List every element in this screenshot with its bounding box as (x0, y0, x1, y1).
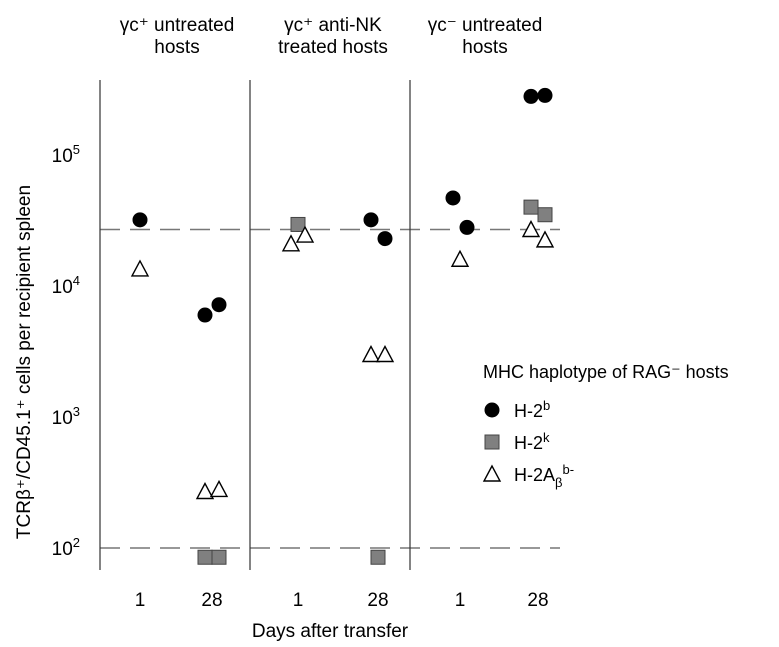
data-point-circle (377, 231, 393, 247)
data-point-triangle (195, 482, 215, 500)
data-point-square (537, 207, 553, 223)
y-tick-label: 104 (52, 273, 80, 298)
legend-title: MHC haplotype of RAG⁻ hosts (483, 362, 729, 382)
x-tick-label: 1 (293, 590, 304, 611)
data-point-triangle (130, 259, 150, 277)
x-tick-label: 1 (135, 590, 146, 611)
y-tick-label: 102 (52, 535, 80, 560)
data-point-square (523, 199, 539, 215)
legend-marker-square (484, 434, 500, 450)
panel-title: γc⁻ untreated (428, 15, 543, 36)
data-point-circle (132, 212, 148, 228)
data-point-triangle (450, 249, 470, 267)
data-point-circle (445, 190, 461, 206)
x-tick-label: 28 (201, 590, 222, 611)
data-point-triangle (281, 234, 301, 252)
legend-marker-triangle (482, 464, 502, 482)
y-tick-label: 103 (52, 404, 80, 429)
data-point-square (290, 216, 306, 232)
legend-label: H-2b (514, 398, 550, 421)
data-point-triangle (535, 230, 555, 248)
data-point-circle (537, 87, 553, 103)
panel-title: treated hosts (278, 37, 388, 58)
data-point-circle (523, 88, 539, 104)
data-point-circle (211, 297, 227, 313)
x-tick-labels: 1 28 1 28 1 28 (135, 590, 549, 611)
reference-lines (100, 228, 560, 549)
data-point-triangle (361, 345, 381, 363)
data-point-square (211, 549, 227, 565)
data-point-square (197, 549, 213, 565)
panel-title: hosts (462, 37, 507, 58)
y-tick-labels: 102 103 104 105 (52, 142, 80, 560)
data-point-circle (197, 307, 213, 323)
panel-title: γc⁺ anti-NK (284, 15, 382, 36)
data-point-triangle (295, 225, 315, 243)
data-point-triangle (521, 220, 541, 238)
y-axis-label: TCRβ⁺/CD45.1⁺ cells per recipient spleen (14, 185, 35, 539)
panel-title: hosts (154, 37, 199, 58)
x-axis-label: Days after transfer (252, 621, 409, 642)
panel-title: γc⁺ untreated (120, 15, 235, 36)
data-point-triangle (375, 345, 395, 363)
x-tick-label: 28 (367, 590, 388, 611)
axes (99, 80, 411, 570)
data-points (130, 87, 555, 565)
legend-label: H-2Aβb- (514, 462, 574, 490)
data-point-circle (363, 212, 379, 228)
x-tick-label: 1 (455, 590, 466, 611)
legend-label: H-2k (514, 430, 550, 453)
x-tick-label: 28 (527, 590, 548, 611)
legend-marker-circle (484, 402, 500, 418)
legend: MHC haplotype of RAG⁻ hosts H-2b H-2k H-2Aβ… (482, 362, 729, 490)
data-point-square (370, 549, 386, 565)
data-point-triangle (209, 479, 229, 498)
data-point-circle (459, 219, 475, 235)
y-tick-label: 105 (52, 142, 80, 167)
